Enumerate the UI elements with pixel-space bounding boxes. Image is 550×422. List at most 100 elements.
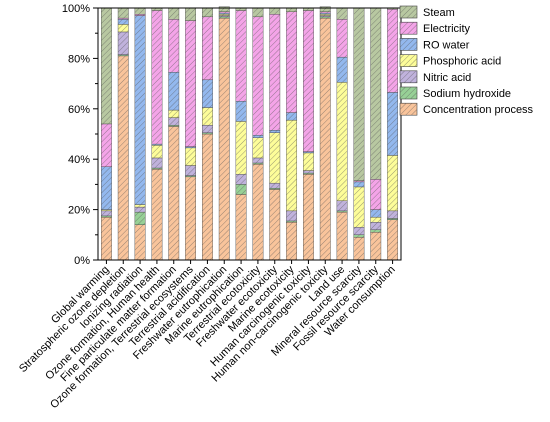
bar-hatch-electricity-terrestrial-acidification: [202, 16, 213, 80]
bar-hatch-nitric-acid-human-carcinogenic-toxicity: [303, 170, 314, 174]
bar-hatch-steam-fossil-resource-scarcity: [370, 8, 381, 180]
bar-hatch-nitric-acid-freshwater-eutrophication: [219, 15, 230, 17]
legend-label-concentration-process: Concentration process: [423, 104, 534, 116]
bar-hatch-sodium-hydroxide-freshwater-ecotoxicity: [269, 188, 280, 190]
legend-swatch-hatch-electricity: [400, 22, 417, 35]
bar-hatch-steam-water-consumption: [387, 8, 398, 10]
bar-hatch-concentration-process-freshwater-ecotoxicity: [269, 189, 280, 260]
bar-hatch-phosphoric-acid-mineral-resource-scarcity: [353, 186, 365, 228]
bar-hatch-concentration-process-ozone-formation-terrestrial-ecosystems: [185, 176, 196, 260]
bar-hatch-sodium-hydroxide-marine-eutrophication: [235, 184, 247, 195]
legend-swatch-hatch-steam: [400, 6, 417, 18]
legend-swatch-hatch-concentration-process: [400, 103, 417, 116]
bar-hatch-concentration-process-fossil-resource-scarcity: [370, 232, 381, 260]
bar-hatch-ro-water-marine-ecotoxicity: [286, 112, 297, 121]
legend-swatch-hatch-sodium-hydroxide: [400, 87, 417, 99]
bar-hatch-phosphoric-acid-fossil-resource-scarcity: [370, 217, 381, 223]
bar-hatch-phosphoric-acid-ozone-formation-human-health: [151, 145, 163, 158]
bar-hatch-phosphoric-acid-global-warming: [101, 209, 112, 211]
bar-hatch-concentration-process-freshwater-eutrophication: [219, 18, 230, 260]
bar-hatch-steam-mineral-resource-scarcity: [353, 8, 365, 181]
bar-hatch-concentration-process-stratospheric-ozone-depletion: [118, 55, 129, 260]
bar-hatch-electricity-human-non-carcinogenic-toxicity: [320, 11, 331, 14]
bar-hatch-concentration-process-mineral-resource-scarcity: [353, 237, 365, 260]
bar-hatch-ro-water-marine-eutrophication: [235, 101, 247, 122]
bar-hatch-nitric-acid-ozone-formation-human-health: [151, 157, 163, 169]
y-tick-label: 60%: [68, 104, 90, 116]
legend-label-ro-water: RO water: [423, 39, 470, 51]
bar-hatch-ro-water-freshwater-eutrophication: [219, 13, 230, 15]
bar-hatch-electricity-fine-particulate-matter-formation: [168, 19, 179, 73]
bar-hatch-sodium-hydroxide-human-carcinogenic-toxicity: [303, 173, 314, 175]
legend-label-electricity: Electricity: [423, 23, 471, 35]
bar-hatch-electricity-human-carcinogenic-toxicity: [303, 10, 314, 152]
bar-hatch-electricity-ozone-formation-terrestrial-ecosystems: [185, 20, 196, 147]
bar-hatch-steam-fine-particulate-matter-formation: [168, 8, 179, 20]
bar-hatch-ro-water-ozone-formation-human-health: [151, 144, 163, 146]
bar-hatch-steam-freshwater-eutrophication: [219, 6, 230, 12]
bar-hatch-ro-water-freshwater-ecotoxicity: [269, 130, 280, 133]
bar-hatch-sodium-hydroxide-terrestrial-ecotoxicity: [252, 162, 264, 165]
bar-hatch-ro-water-ozone-formation-terrestrial-ecosystems: [185, 146, 196, 148]
bar-hatch-phosphoric-acid-marine-ecotoxicity: [286, 120, 297, 211]
bar-hatch-ro-water-fossil-resource-scarcity: [370, 209, 381, 218]
bar-hatch-steam-stratospheric-ozone-depletion: [118, 8, 129, 19]
bar-hatch-sodium-hydroxide-human-non-carcinogenic-toxicity: [320, 16, 331, 19]
legend-label-sodium-hydroxide: Sodium hydroxide: [423, 88, 511, 100]
legend-swatch-hatch-ro-water: [400, 38, 417, 51]
bar-hatch-concentration-process-ionizing-radiation: [134, 224, 146, 260]
bar-hatch-phosphoric-acid-terrestrial-acidification: [202, 107, 213, 126]
bar-hatch-nitric-acid-fossil-resource-scarcity: [370, 222, 381, 230]
bar-hatch-concentration-process-marine-eutrophication: [235, 194, 247, 260]
bar-hatch-ro-water-terrestrial-acidification: [202, 79, 213, 108]
bar-hatch-electricity-ozone-formation-human-health: [151, 10, 163, 145]
bar-hatch-concentration-process-land-use: [336, 212, 348, 260]
bar-hatch-nitric-acid-marine-eutrophication: [235, 174, 247, 185]
bar-hatch-phosphoric-acid-fine-particulate-matter-formation: [168, 110, 179, 118]
bar-hatch-sodium-hydroxide-marine-ecotoxicity: [286, 220, 297, 223]
bar-hatch-sodium-hydroxide-global-warming: [101, 215, 112, 218]
bar-hatch-sodium-hydroxide-ozone-formation-human-health: [151, 168, 163, 170]
bar-hatch-concentration-process-water-consumption: [387, 219, 398, 260]
bar-hatch-concentration-process-human-carcinogenic-toxicity: [303, 174, 314, 260]
bar-hatch-electricity-marine-ecotoxicity: [286, 11, 297, 113]
y-tick-label: 100%: [62, 3, 90, 15]
bar-hatch-phosphoric-acid-freshwater-eutrophication: [219, 14, 230, 16]
legend-label-steam: Steam: [423, 7, 455, 19]
bar-hatch-concentration-process-fine-particulate-matter-formation: [168, 126, 179, 260]
bar-hatch-nitric-acid-human-non-carcinogenic-toxicity: [320, 15, 331, 17]
bar-hatch-nitric-acid-marine-ecotoxicity: [286, 210, 297, 221]
bars-group: [100, 6, 399, 261]
y-tick-label: 40%: [68, 154, 90, 166]
bar-hatch-nitric-acid-mineral-resource-scarcity: [353, 227, 365, 235]
bar-hatch-sodium-hydroxide-stratospheric-ozone-depletion: [118, 54, 129, 56]
bar-hatch-phosphoric-acid-ionizing-radiation: [134, 204, 146, 208]
bar-hatch-phosphoric-acid-stratospheric-ozone-depletion: [118, 24, 129, 32]
bar-hatch-nitric-acid-ionizing-radiation: [134, 207, 146, 213]
bar-hatch-sodium-hydroxide-water-consumption: [387, 218, 398, 220]
bar-hatch-steam-ozone-formation-terrestrial-ecosystems: [185, 8, 196, 21]
legend-label-phosphoric-acid: Phosphoric acid: [423, 56, 501, 68]
bar-hatch-steam-ozone-formation-human-health: [151, 8, 163, 11]
bar-hatch-ro-water-stratospheric-ozone-depletion: [118, 19, 129, 25]
bar-hatch-ro-water-human-non-carcinogenic-toxicity: [320, 13, 331, 15]
bar-hatch-ro-water-mineral-resource-scarcity: [353, 181, 365, 187]
bar-hatch-nitric-acid-terrestrial-acidification: [202, 125, 213, 133]
legend-swatch-hatch-phosphoric-acid: [400, 54, 417, 67]
bar-hatch-nitric-acid-stratospheric-ozone-depletion: [118, 31, 129, 55]
bar-hatch-electricity-terrestrial-ecotoxicity: [252, 16, 264, 136]
bar-hatch-concentration-process-human-non-carcinogenic-toxicity: [320, 18, 331, 260]
bar-hatch-electricity-water-consumption: [387, 9, 398, 93]
bar-hatch-sodium-hydroxide-ozone-formation-terrestrial-ecosystems: [185, 175, 196, 177]
bar-hatch-ro-water-terrestrial-ecotoxicity: [252, 135, 264, 138]
bar-hatch-ro-water-water-consumption: [387, 92, 398, 156]
bar-hatch-sodium-hydroxide-freshwater-eutrophication: [219, 16, 230, 19]
bar-hatch-concentration-process-terrestrial-ecotoxicity: [252, 164, 264, 260]
bar-hatch-steam-terrestrial-acidification: [202, 8, 213, 17]
bar-hatch-electricity-stratospheric-ozone-depletion: [118, 18, 129, 20]
bar-hatch-steam-marine-eutrophication: [235, 8, 247, 11]
bar-hatch-steam-marine-ecotoxicity: [286, 8, 297, 12]
y-tick-label: 0%: [74, 255, 90, 267]
bar-hatch-phosphoric-acid-human-carcinogenic-toxicity: [303, 152, 314, 171]
